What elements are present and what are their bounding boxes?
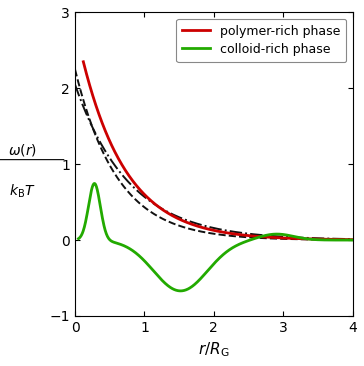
colloid-rich phase — [154, 272, 158, 276]
X-axis label: $r / R_\mathrm{G}$: $r / R_\mathrm{G}$ — [198, 340, 230, 359]
colloid-rich phase — [290, 234, 295, 238]
colloid-rich phase — [351, 238, 355, 242]
colloid-rich phase — [144, 260, 148, 265]
colloid-rich phase — [76, 236, 81, 241]
Text: $\omega(r)$: $\omega(r)$ — [8, 142, 37, 158]
polymer-rich phase — [203, 226, 207, 231]
colloid-rich phase — [92, 181, 97, 186]
Line: polymer-rich phase: polymer-rich phase — [83, 62, 353, 240]
colloid-rich phase — [163, 281, 168, 286]
polymer-rich phase — [351, 238, 355, 242]
colloid-rich phase — [257, 235, 261, 239]
colloid-rich phase — [178, 289, 183, 293]
polymer-rich phase — [261, 235, 265, 239]
Legend: polymer-rich phase, colloid-rich phase: polymer-rich phase, colloid-rich phase — [176, 19, 347, 62]
polymer-rich phase — [150, 200, 155, 204]
polymer-rich phase — [284, 236, 288, 240]
Line: colloid-rich phase: colloid-rich phase — [79, 183, 353, 291]
colloid-rich phase — [324, 238, 329, 242]
polymer-rich phase — [81, 60, 86, 64]
polymer-rich phase — [129, 176, 133, 181]
polymer-rich phase — [240, 233, 244, 237]
Text: $k_\mathrm{B}T$: $k_\mathrm{B}T$ — [9, 182, 35, 200]
